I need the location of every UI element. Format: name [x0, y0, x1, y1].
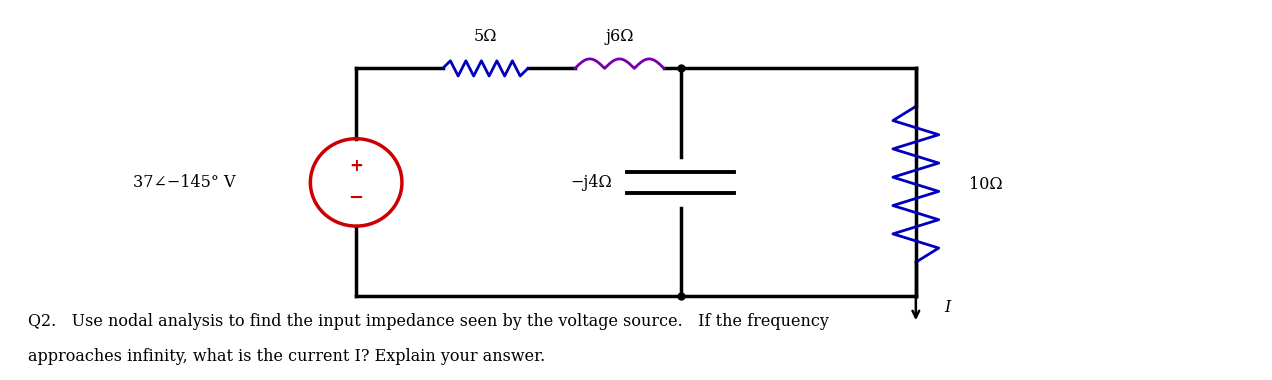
Text: I: I	[944, 299, 950, 316]
Text: +: +	[350, 157, 363, 176]
Text: Q2.   Use nodal analysis to find the input impedance seen by the voltage source.: Q2. Use nodal analysis to find the input…	[28, 314, 829, 331]
Text: 10Ω: 10Ω	[969, 176, 1002, 193]
Text: −: −	[349, 189, 364, 207]
Text: 5Ω: 5Ω	[473, 28, 497, 44]
Text: −j4Ω: −j4Ω	[571, 174, 612, 191]
Text: j6Ω: j6Ω	[605, 28, 633, 44]
Text: approaches infinity, what is the current I? Explain your answer.: approaches infinity, what is the current…	[28, 348, 546, 365]
Text: 37∠−145° V: 37∠−145° V	[134, 174, 235, 191]
